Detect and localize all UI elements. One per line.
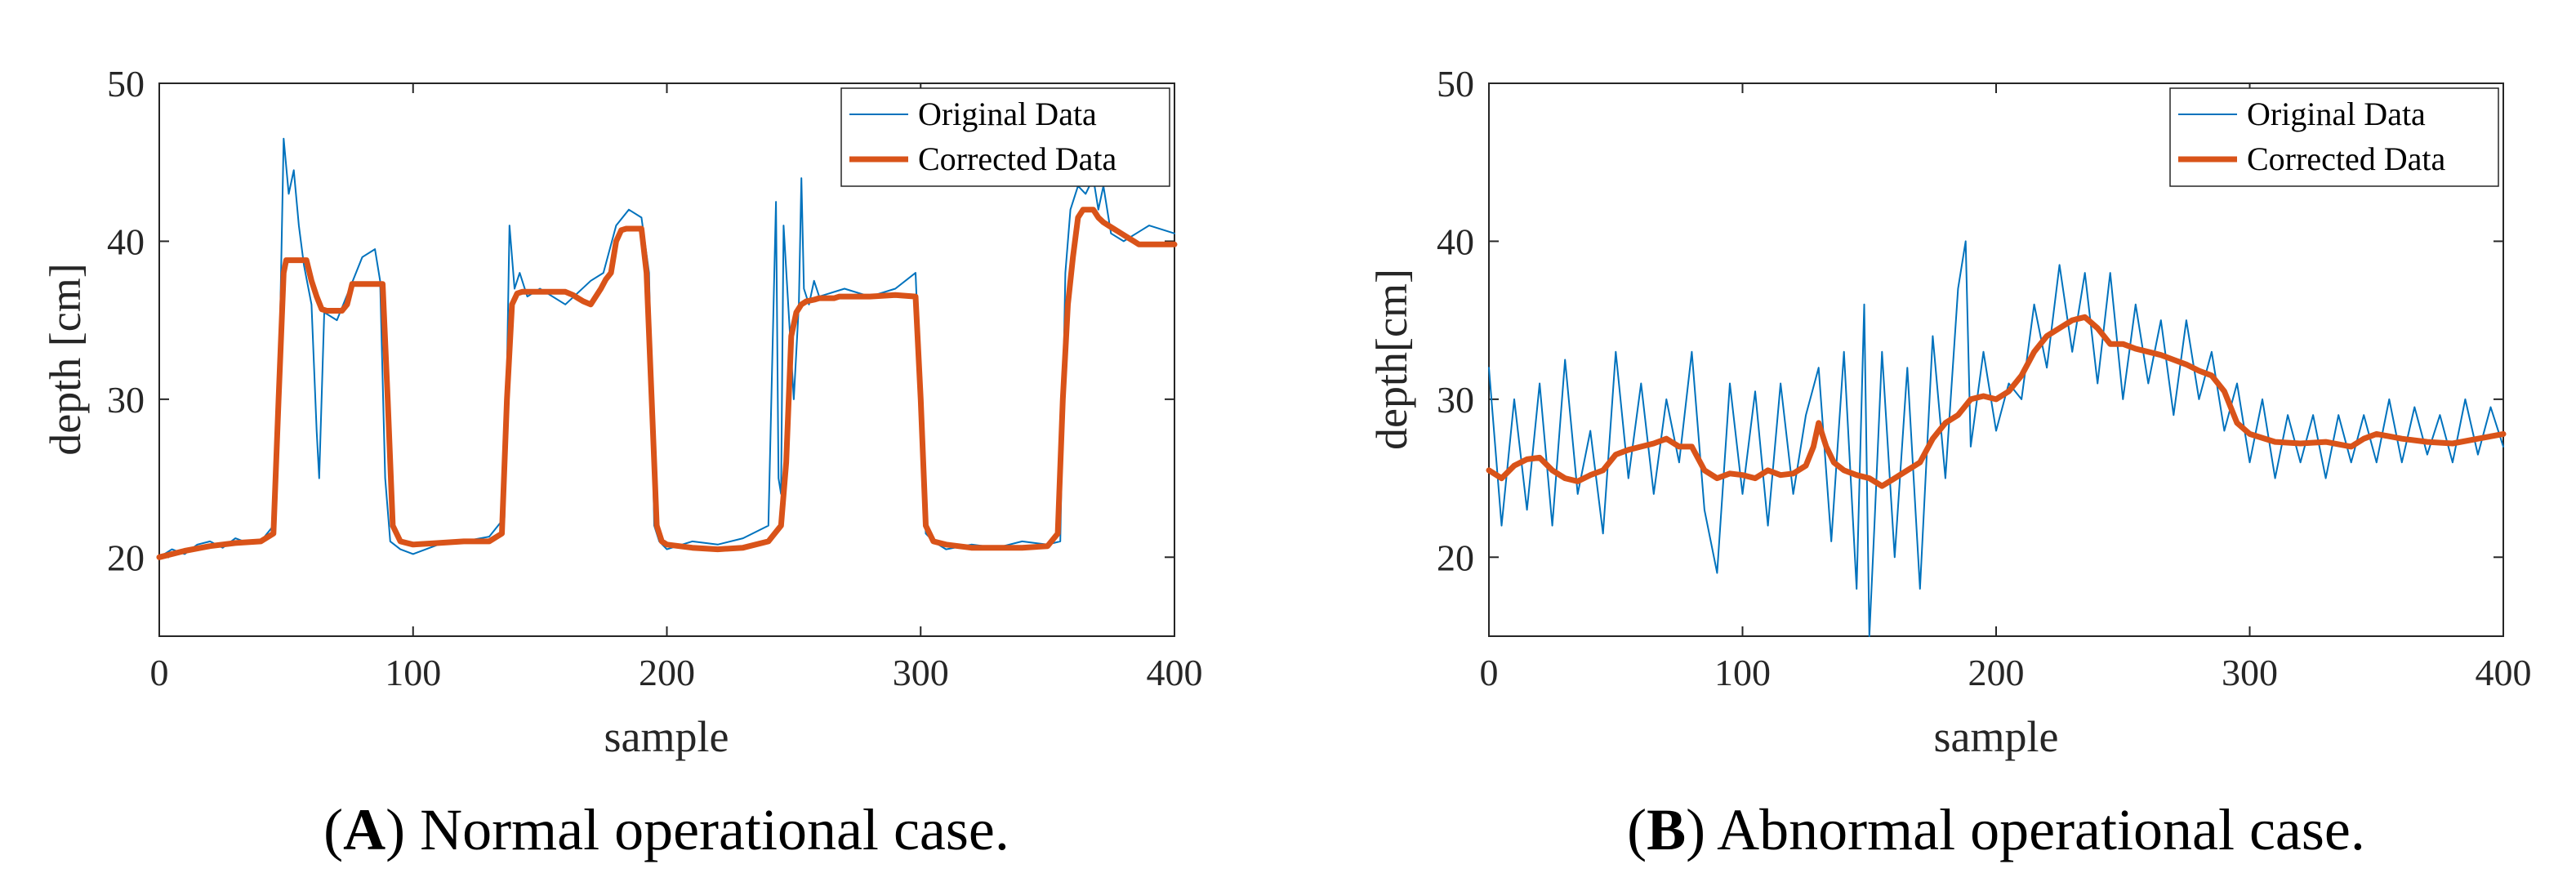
x-tick-label-b-300: 300 xyxy=(2222,652,2278,693)
caption-letter-a: A xyxy=(343,797,386,862)
x-tick-label-a-0: 0 xyxy=(150,652,169,693)
y-tick-label-a-20: 20 xyxy=(107,537,145,578)
x-axis-label-b: sample xyxy=(1934,712,2059,761)
x-tick-label-b-0: 0 xyxy=(1480,652,1499,693)
y-tick-label-b-20: 20 xyxy=(1437,537,1474,578)
x-tick-label-a-100: 100 xyxy=(385,652,441,693)
chart-a: 20 30 40 50 0 100 200 300 400 Original Data Cor… xyxy=(41,63,1203,862)
y-axis-label-a: depth [cm] xyxy=(41,263,90,455)
chart-b: 20 30 40 50 0 100 200 300 400 Original Data Cor… xyxy=(1367,63,2532,862)
x-tick-label-a-300: 300 xyxy=(893,652,949,693)
x-tick-label-a-200: 200 xyxy=(639,652,695,693)
y-tick-labels-a: 20 30 40 50 xyxy=(107,63,145,578)
legend-label-corrected-b: Corrected Data xyxy=(2247,140,2445,177)
y-tick-label-a-50: 50 xyxy=(107,63,145,105)
corrected-data-line-a xyxy=(156,207,1178,560)
legend-a: Original Data Corrected Data xyxy=(840,87,1170,187)
caption-letter-b: B xyxy=(1647,797,1686,862)
corrected-data-path-b xyxy=(1486,314,2507,489)
legend-label-original-a: Original Data xyxy=(918,96,1097,132)
caption-a: (A) Normal operational case. xyxy=(323,797,1009,862)
y-tick-label-a-30: 30 xyxy=(107,379,145,421)
x-tick-label-a-400: 400 xyxy=(1147,652,1203,693)
x-tick-label-b-100: 100 xyxy=(1714,652,1771,693)
x-tick-label-b-400: 400 xyxy=(2476,652,2532,693)
legend-label-corrected-a: Corrected Data xyxy=(918,140,1116,177)
x-tick-labels-a: 0 100 200 300 400 xyxy=(150,652,1203,693)
caption-text-b: Abnormal operational case. xyxy=(1717,797,2365,862)
caption-b: (B) Abnormal operational case. xyxy=(1627,797,2365,862)
corrected-data-path-a xyxy=(156,207,1178,560)
y-tick-label-b-40: 40 xyxy=(1437,221,1474,262)
y-tick-label-b-30: 30 xyxy=(1437,379,1474,421)
legend-box-b xyxy=(2169,87,2499,187)
y-axis-label-b: depth[cm] xyxy=(1367,269,1416,450)
legend-box-a xyxy=(840,87,1170,187)
legend-label-original-b: Original Data xyxy=(2247,96,2426,132)
x-tick-labels-b: 0 100 200 300 400 xyxy=(1480,652,2532,693)
corrected-data-line-b xyxy=(1486,314,2507,489)
x-axis-label-a: sample xyxy=(604,712,729,761)
caption-text-a: Normal operational case. xyxy=(420,797,1009,862)
y-tick-label-a-40: 40 xyxy=(107,221,145,262)
y-tick-label-b-50: 50 xyxy=(1437,63,1474,105)
x-tick-label-b-200: 200 xyxy=(1968,652,2025,693)
legend-b: Original Data Corrected Data xyxy=(2169,87,2499,187)
y-tick-labels-b: 20 30 40 50 xyxy=(1437,63,1474,578)
